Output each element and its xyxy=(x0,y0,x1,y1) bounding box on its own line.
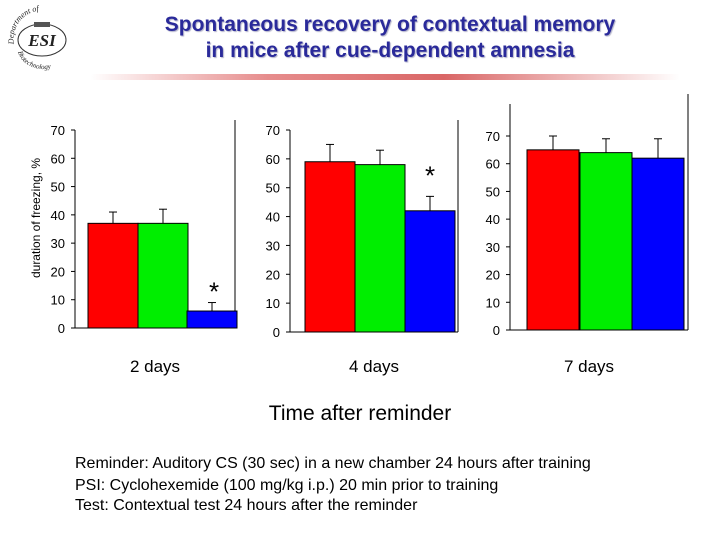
significance-star: * xyxy=(209,277,219,307)
y-tick-label: 30 xyxy=(266,238,280,253)
bar xyxy=(87,222,139,329)
department-logo: Department of ESI Biotechnology xyxy=(6,4,67,71)
caption-reminder: Reminder: Auditory CS (30 sec) in a new … xyxy=(75,455,591,472)
title-underline xyxy=(90,74,680,80)
page-title: Spontaneous recovery of contextual memor… xyxy=(100,12,680,64)
title-line-1: Spontaneous recovery of contextual memor… xyxy=(164,13,616,36)
y-tick-label: 40 xyxy=(51,208,65,223)
bar xyxy=(526,149,580,331)
y-tick-label: 10 xyxy=(266,296,280,311)
x-axis-label: 7 days xyxy=(564,357,614,376)
y-tick-label: 70 xyxy=(266,123,280,138)
y-axis-label: duration of freezing, % xyxy=(29,158,43,278)
y-tick-label: 0 xyxy=(493,323,500,338)
bar xyxy=(404,210,456,333)
y-tick-label: 70 xyxy=(486,129,500,144)
bar xyxy=(186,310,238,329)
y-tick-label: 0 xyxy=(58,321,65,336)
caption-test: Test: Contextual test 24 hours after the… xyxy=(75,497,418,514)
y-tick-label: 10 xyxy=(486,295,500,310)
y-tick-label: 20 xyxy=(51,264,65,279)
y-tick-label: 60 xyxy=(266,152,280,167)
y-tick-label: 50 xyxy=(486,184,500,199)
x-axis-label: 2 days xyxy=(130,357,180,376)
bar xyxy=(579,152,633,331)
x-axis-label: 4 days xyxy=(349,357,399,376)
y-tick-label: 40 xyxy=(486,212,500,227)
bar-chart-area: 0 10 20 30 40 50 60 70 * 2 days duration of freezi… xyxy=(29,94,689,376)
significance-star: * xyxy=(425,160,435,190)
y-tick-label: 30 xyxy=(486,240,500,255)
y-tick-label: 0 xyxy=(273,325,280,340)
y-tick-label: 60 xyxy=(51,151,65,166)
y-tick-label: 20 xyxy=(486,268,500,283)
bar xyxy=(631,157,685,331)
y-tick-label: 10 xyxy=(51,293,65,308)
y-tick-label: 50 xyxy=(51,180,65,195)
y-tick-label: 50 xyxy=(266,181,280,196)
title-line-2: in mice after cue-dependent amnesia xyxy=(205,39,575,62)
logo-emblem-icon xyxy=(34,22,50,27)
bar xyxy=(354,164,406,333)
bar xyxy=(304,161,356,333)
caption-psi: PSI: Cyclohexemide (100 mg/kg i.p.) 20 m… xyxy=(75,477,499,494)
x-main-label: Time after reminder xyxy=(268,402,452,425)
bar xyxy=(137,222,189,329)
y-tick-label: 40 xyxy=(266,210,280,225)
logo-middle-text: ESI xyxy=(27,31,57,50)
y-tick-label: 60 xyxy=(486,157,500,172)
y-tick-label: 30 xyxy=(51,236,65,251)
y-tick-label: 70 xyxy=(51,123,65,138)
y-tick-label: 20 xyxy=(266,267,280,282)
